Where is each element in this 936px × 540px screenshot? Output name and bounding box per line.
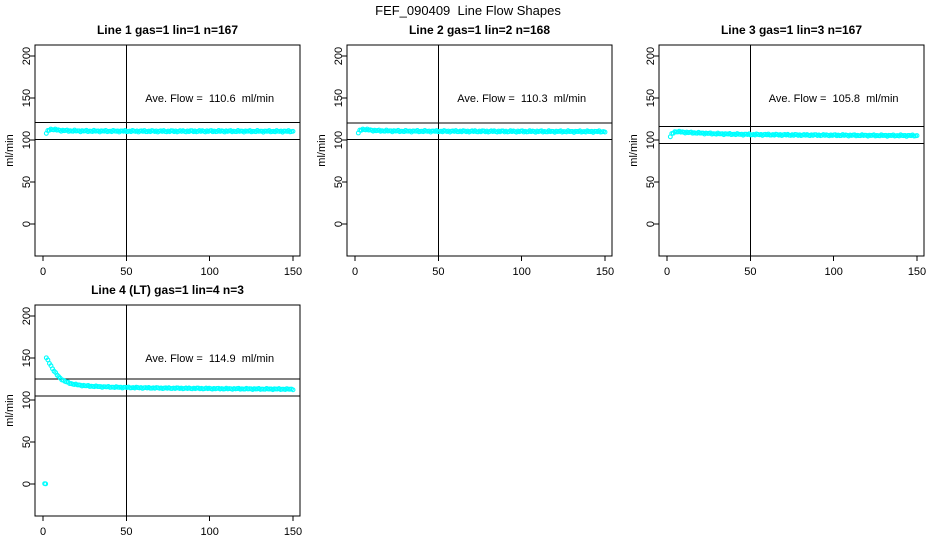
y-axis-title: ml/min: [316, 134, 328, 166]
y-tick-label: 150: [21, 349, 33, 367]
x-tick-label: 0: [40, 526, 46, 538]
data-point: [290, 387, 296, 393]
x-tick-label: 50: [120, 526, 132, 538]
x-tick-label: 50: [432, 266, 444, 278]
data-points: [42, 355, 296, 487]
subplot-2: 0 50 100 150 0 50 100 150 200 ml/min Line 2 gas=1 …: [316, 23, 614, 278]
x-tick-label: 150: [284, 266, 302, 278]
figure-title: FEF_090409 Line Flow Shapes: [375, 3, 561, 18]
x-tick-label: 50: [744, 266, 756, 278]
y-tick-label: 0: [645, 221, 657, 227]
ave-flow-annotation: Ave. Flow = 110.3 ml/min: [457, 93, 586, 105]
y-tick-label: 0: [21, 221, 33, 227]
y-tick-label: 50: [645, 176, 657, 188]
ave-flow-annotation: Ave. Flow = 114.9 ml/min: [145, 353, 274, 365]
plot-box: [34, 44, 301, 257]
data-points: [667, 128, 920, 140]
x-tick-label: 0: [664, 266, 670, 278]
data-point: [290, 128, 296, 134]
subplot-title: Line 2 gas=1 lin=2 n=168: [409, 23, 550, 37]
y-tick-label: 100: [21, 131, 33, 149]
data-point: [602, 129, 608, 135]
subplot-4: 0 50 100 150 0 50 100 150 200 ml/min Line 4 (LT) g…: [4, 283, 302, 538]
y-tick-label: 200: [21, 47, 33, 65]
outlier-point: [43, 481, 49, 487]
subplot-1: 0 50 100 150 0 50 100 150 200 ml/min Line 1 gas=1 …: [4, 23, 302, 278]
y-tick-label: 50: [333, 176, 345, 188]
y-axis-title: ml/min: [628, 134, 640, 166]
subplot-3: 0 50 100 150 0 50 100 150 200 ml/min Line 3 gas=1 …: [628, 23, 926, 278]
ave-flow-annotation: Ave. Flow = 110.6 ml/min: [145, 93, 274, 105]
x-tick-label: 100: [200, 266, 218, 278]
x-tick-label: 0: [40, 266, 46, 278]
y-tick-label: 0: [333, 221, 345, 227]
plot-box: [346, 44, 613, 257]
x-tick-label: 100: [824, 266, 842, 278]
y-tick-label: 200: [333, 47, 345, 65]
y-axis-title: ml/min: [4, 134, 16, 166]
y-tick-label: 200: [21, 307, 33, 325]
plot-box: [658, 44, 925, 257]
subplot-title: Line 4 (LT) gas=1 lin=4 n=3: [91, 283, 244, 297]
y-tick-label: 100: [645, 131, 657, 149]
y-axis-title: ml/min: [4, 394, 16, 426]
x-tick-label: 100: [200, 526, 218, 538]
y-tick-label: 100: [21, 391, 33, 409]
x-tick-label: 150: [596, 266, 614, 278]
y-tick-label: 50: [21, 176, 33, 188]
x-tick-label: 100: [512, 266, 530, 278]
data-points: [43, 126, 296, 136]
subplot-title: Line 1 gas=1 lin=1 n=167: [97, 23, 238, 37]
plot-box: [34, 304, 301, 517]
y-tick-label: 0: [21, 481, 33, 487]
x-tick-label: 0: [352, 266, 358, 278]
data-point: [914, 133, 920, 139]
y-tick-label: 100: [333, 131, 345, 149]
y-tick-label: 150: [645, 89, 657, 107]
y-tick-label: 50: [21, 436, 33, 448]
x-tick-label: 50: [120, 266, 132, 278]
subplot-title: Line 3 gas=1 lin=3 n=167: [721, 23, 862, 37]
x-tick-label: 150: [284, 526, 302, 538]
y-tick-label: 200: [645, 47, 657, 65]
data-points: [355, 126, 608, 136]
x-tick-label: 150: [908, 266, 926, 278]
y-tick-label: 150: [333, 89, 345, 107]
y-tick-label: 150: [21, 89, 33, 107]
ave-flow-annotation: Ave. Flow = 105.8 ml/min: [769, 93, 899, 105]
